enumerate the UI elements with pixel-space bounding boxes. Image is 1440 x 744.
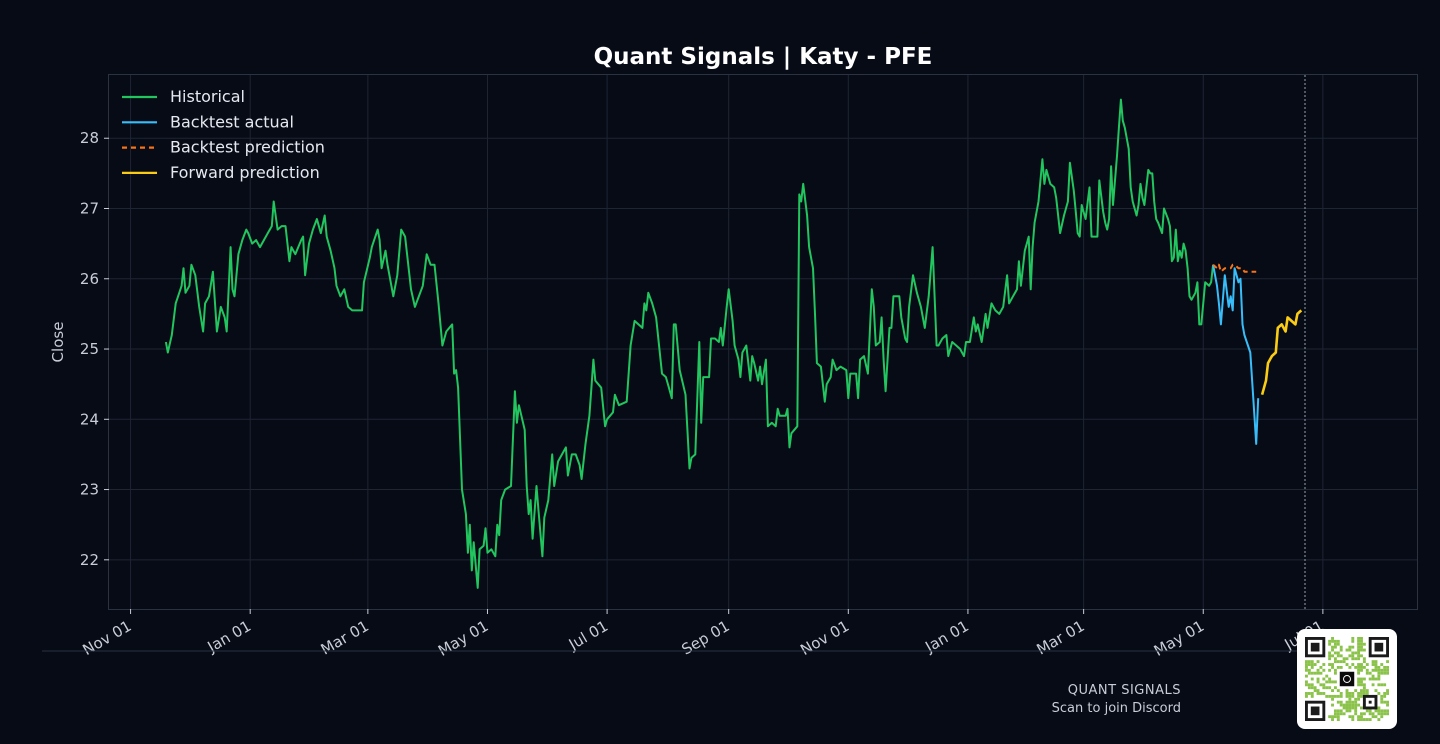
y-tick-label: 25 [80,340,99,358]
y-tick-label: 23 [80,481,99,499]
y-tick-label: 26 [80,270,99,288]
x-tick-label: Mar 01 [1033,617,1087,659]
series-line-forward-prediction [1260,309,1303,396]
y-tick-label: 22 [80,551,99,569]
y-axis-label: Close [49,322,67,363]
chart-title: Quant Signals | Katy - PFE [594,44,933,70]
legend-label: Forward prediction [170,163,320,182]
x-tick-label: Mar 01 [318,617,372,659]
x-tick-label: Nov 01 [797,617,852,659]
x-tick-label: Nov 01 [80,617,135,659]
x-tick-label: Sep 01 [679,617,733,659]
series-line-backtest-prediction [1212,263,1257,273]
x-tick-label: Jul 01 [565,617,611,654]
grid [109,75,1417,609]
series-line-backtest-actual [1212,264,1260,445]
y-tick-label: 27 [80,200,99,218]
legend-label: Backtest prediction [170,138,325,157]
qr-code-icon [1297,629,1397,729]
plot-frame [108,74,1418,610]
legend-label: Historical [170,87,245,106]
series [164,98,1303,589]
x-tick-label: May 01 [1151,617,1208,660]
footer-brand: QUANT SIGNALS [1068,683,1181,698]
series-line-historical [164,98,1215,589]
legend-label: Backtest actual [170,112,294,131]
footer-caption: Scan to join Discord [1052,701,1181,716]
y-tick-label: 28 [80,129,99,147]
x-tick-label: May 01 [435,617,492,660]
legend: Historical Backtest actual Backtest predic… [122,87,325,182]
y-tick-label: 24 [80,410,99,428]
